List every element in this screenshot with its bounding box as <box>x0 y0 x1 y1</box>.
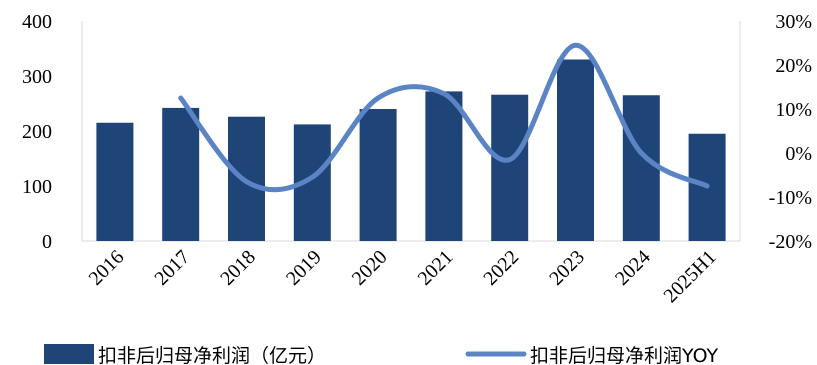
right-tick-label: 30% <box>775 11 812 33</box>
right-tick-label: 10% <box>775 99 812 121</box>
yoy-line <box>178 42 710 193</box>
category-tick-label: 2021 <box>414 246 458 290</box>
bar <box>96 122 134 241</box>
bar <box>162 107 200 242</box>
right-tick-label: -20% <box>769 231 812 253</box>
right-axis-ticks: -20% -10% 0% 10% 20% 30% <box>769 11 812 253</box>
category-tick-label: 2016 <box>85 246 129 290</box>
category-tick-label: 2020 <box>348 246 392 290</box>
right-tick-label: 20% <box>775 55 812 77</box>
left-tick-label: 200 <box>22 121 52 143</box>
category-tick-label: 2017 <box>150 246 194 290</box>
right-tick-label: 0% <box>785 143 812 165</box>
legend-line-label: 扣非后归母净利润YOY <box>530 345 718 365</box>
bar <box>557 59 594 241</box>
category-tick-label: 2018 <box>216 246 260 290</box>
left-tick-label: 100 <box>22 176 52 198</box>
left-tick-label: 300 <box>22 66 52 88</box>
category-tick-label: 2025H1 <box>660 246 721 307</box>
legend: 扣非后归母净利润（亿元） 扣非后归母净利润YOY <box>44 344 718 365</box>
left-tick-label: 400 <box>22 11 52 33</box>
category-tick-label: 2024 <box>611 246 655 290</box>
left-tick-label: 0 <box>42 231 52 253</box>
legend-bar-label: 扣非后归母净利润（亿元） <box>98 345 326 365</box>
bar <box>425 91 463 242</box>
category-tick-label: 2019 <box>282 246 326 290</box>
bar <box>359 109 397 241</box>
bar <box>491 94 529 241</box>
category-tick-label: 2022 <box>479 246 523 290</box>
right-tick-label: -10% <box>769 187 812 209</box>
left-axis-ticks: 0 100 200 300 400 <box>22 11 52 253</box>
category-tick-label: 2023 <box>545 246 589 290</box>
category-axis-ticks: 2016 2017 2018 2019 2020 2021 2022 2023 2024 2025… <box>85 246 721 307</box>
legend-bar-swatch <box>44 344 94 364</box>
bar <box>622 95 660 241</box>
